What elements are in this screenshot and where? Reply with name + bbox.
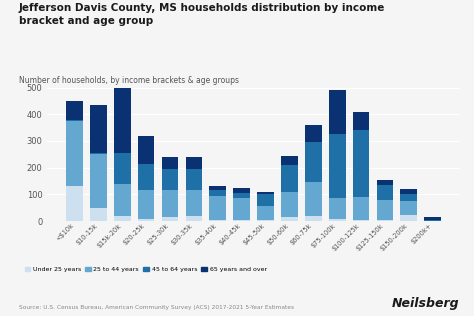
Bar	[162, 169, 178, 191]
Bar	[138, 136, 155, 164]
Bar	[376, 200, 393, 220]
Bar	[329, 90, 346, 134]
Bar	[90, 153, 107, 154]
Bar	[305, 142, 322, 182]
Bar	[376, 220, 393, 221]
Bar	[329, 219, 346, 221]
Text: Source: U.S. Census Bureau, American Community Survey (ACS) 2017-2021 5-Year Est: Source: U.S. Census Bureau, American Com…	[19, 305, 294, 310]
Bar	[305, 216, 322, 221]
Bar	[138, 219, 155, 221]
Bar	[233, 220, 250, 221]
Bar	[90, 105, 107, 153]
Bar	[424, 217, 441, 220]
Text: Number of households, by income brackets & age groups: Number of households, by income brackets…	[19, 76, 239, 85]
Bar	[401, 194, 417, 201]
Bar	[162, 157, 178, 169]
Bar	[210, 191, 226, 196]
Bar	[114, 88, 131, 153]
Bar	[376, 185, 393, 200]
Bar	[257, 192, 274, 194]
Legend: Under 25 years, 25 to 44 years, 45 to 64 years, 65 years and over: Under 25 years, 25 to 44 years, 45 to 64…	[22, 264, 269, 275]
Bar	[281, 192, 298, 217]
Bar	[305, 182, 322, 216]
Bar	[138, 164, 155, 191]
Bar	[329, 198, 346, 219]
Bar	[353, 130, 369, 197]
Bar	[114, 153, 131, 184]
Bar	[329, 134, 346, 198]
Bar	[233, 193, 250, 198]
Bar	[66, 101, 83, 119]
Bar	[281, 156, 298, 165]
Text: Jefferson Davis County, MS households distribution by income
bracket and age gro: Jefferson Davis County, MS households di…	[19, 3, 385, 26]
Bar	[90, 154, 107, 208]
Bar	[257, 206, 274, 220]
Bar	[210, 220, 226, 221]
Bar	[185, 191, 202, 216]
Bar	[353, 220, 369, 221]
Bar	[114, 216, 131, 221]
Bar	[233, 198, 250, 220]
Bar	[281, 165, 298, 192]
Bar	[90, 208, 107, 221]
Bar	[162, 217, 178, 221]
Bar	[401, 189, 417, 194]
Bar	[114, 184, 131, 216]
Bar	[210, 196, 226, 220]
Bar	[353, 112, 369, 130]
Bar	[401, 215, 417, 221]
Text: Neilsberg: Neilsberg	[392, 297, 460, 310]
Bar	[257, 194, 274, 206]
Bar	[376, 180, 393, 185]
Bar	[353, 197, 369, 220]
Bar	[185, 157, 202, 169]
Bar	[185, 169, 202, 191]
Bar	[233, 188, 250, 193]
Bar	[424, 220, 441, 221]
Bar	[281, 217, 298, 221]
Bar	[305, 125, 322, 142]
Bar	[162, 191, 178, 217]
Bar	[66, 119, 83, 121]
Bar	[257, 220, 274, 221]
Bar	[66, 121, 83, 186]
Bar	[138, 191, 155, 219]
Bar	[185, 216, 202, 221]
Bar	[401, 201, 417, 215]
Bar	[66, 186, 83, 221]
Bar	[210, 186, 226, 191]
